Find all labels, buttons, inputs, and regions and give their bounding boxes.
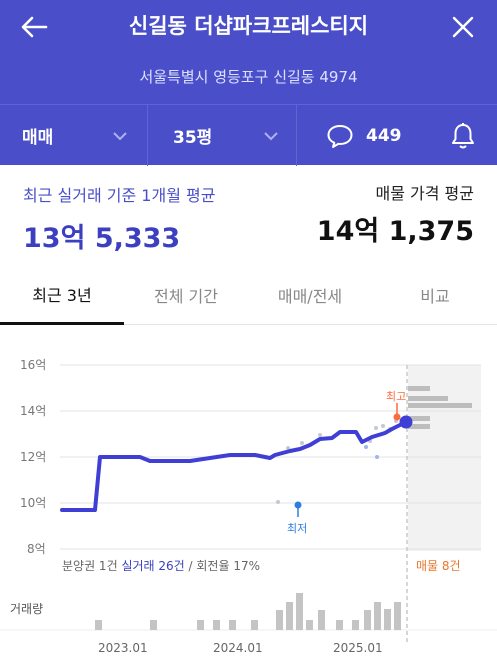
trade-point — [374, 426, 378, 430]
y-tick: 16억 — [20, 358, 46, 372]
high-marker-dot — [393, 413, 401, 421]
listing-bar — [408, 386, 430, 391]
price-line — [60, 420, 408, 512]
filter-bar: 매매 35평 449 — [0, 104, 497, 166]
trade-point — [381, 424, 385, 428]
chevron-down-icon — [113, 132, 127, 141]
volume-label: 거래량 — [10, 602, 43, 616]
divider — [296, 105, 297, 166]
arrow-left-icon[interactable] — [18, 13, 50, 41]
y-tick: 10억 — [20, 496, 46, 510]
tab-recent-3y[interactable]: 최근 3년 — [0, 265, 124, 325]
trade-info: 분양권 1건 실거래 26건 / 회전율 17% — [62, 559, 260, 573]
high-label: 최고 — [386, 390, 406, 403]
page-title: 신길동 더샵파크프레스티지 — [128, 14, 369, 38]
volume-bar — [286, 602, 293, 630]
listing-bar — [408, 403, 472, 408]
volume-bar — [150, 620, 157, 630]
trade-scatter-blue — [364, 445, 379, 459]
comments-button[interactable]: 449 — [326, 105, 416, 166]
trade-point — [364, 445, 368, 449]
trade-type-dropdown[interactable]: 매매 — [22, 105, 142, 166]
y-tick: 12억 — [20, 450, 46, 464]
current-price-dot[interactable] — [399, 415, 413, 429]
volume-bar — [296, 593, 303, 630]
listing-price-label: 매물 가격 평균 — [375, 184, 475, 203]
volume-bar — [384, 609, 391, 630]
volume-bar — [276, 610, 283, 630]
x-tick: 2025.01 — [333, 641, 383, 655]
listing-price-value: 14억 1,375 — [316, 216, 474, 247]
listing-bar — [408, 424, 430, 429]
presale-count: 분양권 1건 — [62, 559, 118, 573]
listing-distribution — [408, 386, 472, 429]
listing-bar — [408, 396, 448, 401]
volume-bar — [374, 602, 381, 630]
size-label: 35평 — [173, 128, 213, 148]
volume-bar — [336, 620, 343, 630]
volume-bar — [95, 620, 102, 630]
listing-count: 매물 8건 — [416, 559, 461, 573]
y-tick: 14억 — [20, 404, 46, 418]
app-header: 신길동 더샵파크프레스티지 서울특별시 영등포구 신길동 4974 매매 35평… — [0, 0, 497, 166]
size-dropdown[interactable]: 35평 — [173, 105, 288, 166]
bell-icon — [452, 122, 474, 148]
volume-bar — [352, 620, 359, 630]
period-tabs: 최근 3년 전체 기간 매매/전세 비교 — [0, 265, 497, 325]
volume-bar — [318, 610, 325, 630]
volume-bar — [306, 620, 313, 630]
tab-all-period[interactable]: 전체 기간 — [154, 286, 218, 306]
x-tick: 2024.01 — [213, 641, 263, 655]
trade-point — [375, 455, 379, 459]
trade-type-label: 매매 — [22, 128, 54, 148]
comment-count: 449 — [366, 125, 402, 146]
turnover-rate: / 회전율 17% — [189, 559, 260, 573]
y-tick: 8억 — [27, 542, 46, 556]
x-tick: 2023.01 — [98, 641, 148, 655]
volume-bar — [251, 620, 258, 630]
tab-compare[interactable]: 비교 — [420, 286, 450, 306]
volume-bar — [197, 620, 204, 630]
volume-bar — [364, 610, 371, 630]
chevron-down-icon — [264, 132, 278, 141]
volume-bars — [95, 593, 401, 630]
volume-bar — [394, 602, 401, 630]
low-label: 최저 — [287, 522, 307, 535]
price-chart[interactable]: 16억 14억 12억 10억 8억 최고 최저 분양권 — [0, 345, 497, 657]
trade-point — [286, 446, 290, 450]
trade-point — [300, 441, 304, 445]
divider — [147, 105, 148, 166]
speech-bubble-icon — [327, 124, 353, 148]
trade-point — [276, 500, 280, 504]
volume-bar — [229, 620, 236, 630]
tab-sale-lease[interactable]: 매매/전세 — [277, 286, 343, 306]
trade-point — [318, 433, 322, 437]
address: 서울특별시 영등포구 신길동 4974 — [139, 68, 358, 86]
listing-region — [408, 365, 481, 551]
recent-price-value: 13억 5,333 — [23, 223, 181, 254]
close-icon[interactable] — [449, 13, 477, 41]
listing-bar — [408, 416, 430, 421]
notify-button[interactable] — [450, 105, 480, 166]
volume-bar — [213, 620, 220, 630]
recent-price-label: 최근 실거래 기준 1개월 평균 — [23, 186, 216, 205]
trade-count: 실거래 26건 — [121, 559, 184, 573]
